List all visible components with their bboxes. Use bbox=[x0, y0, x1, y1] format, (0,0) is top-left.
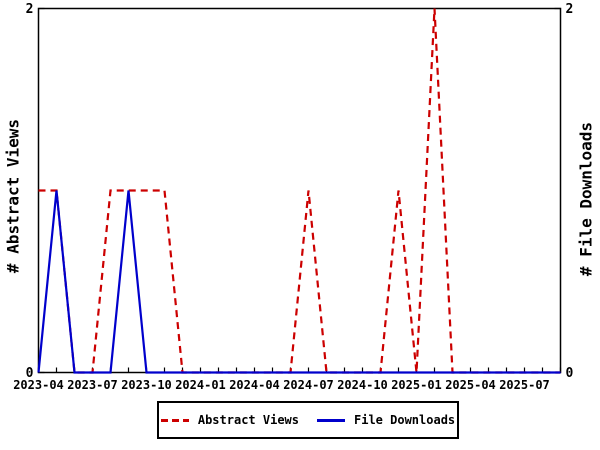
legend: Abstract Views File Downloads bbox=[157, 401, 459, 439]
x-tick-label: 2024-04 bbox=[229, 378, 280, 392]
y-tick-label-right: 2 bbox=[566, 2, 574, 17]
legend-item-abstract-views: Abstract Views bbox=[160, 413, 299, 427]
y-tick-label-right: 0 bbox=[566, 366, 574, 381]
x-tick-label: 2023-07 bbox=[67, 378, 118, 392]
series-line-file-downloads bbox=[37, 190, 561, 374]
x-tick-label: 2024-01 bbox=[175, 378, 226, 392]
legend-label-file-downloads: File Downloads bbox=[354, 413, 456, 427]
legend-label-abstract-views: Abstract Views bbox=[197, 413, 299, 427]
x-tick-label: 2025-07 bbox=[499, 378, 550, 392]
y-tick-label-left: 2 bbox=[26, 2, 34, 17]
legend-line-abstract-views-icon bbox=[160, 418, 189, 422]
y-axis-title-right: # File Downloads bbox=[576, 121, 596, 277]
x-tick-label: 2025-04 bbox=[445, 378, 496, 392]
x-tick-label: 2024-07 bbox=[283, 378, 334, 392]
x-tick-label: 2023-04 bbox=[13, 378, 64, 392]
x-tick-label: 2023-10 bbox=[121, 378, 172, 392]
x-tick-label: 2024-10 bbox=[337, 378, 388, 392]
legend-line-file-downloads-icon bbox=[317, 418, 345, 422]
x-tick-label: 2025-01 bbox=[391, 378, 442, 392]
legend-item-file-downloads: File Downloads bbox=[317, 413, 455, 427]
y-tick-label-left: 0 bbox=[26, 366, 34, 381]
y-axis-title-left: # Abstract Views bbox=[3, 118, 23, 274]
